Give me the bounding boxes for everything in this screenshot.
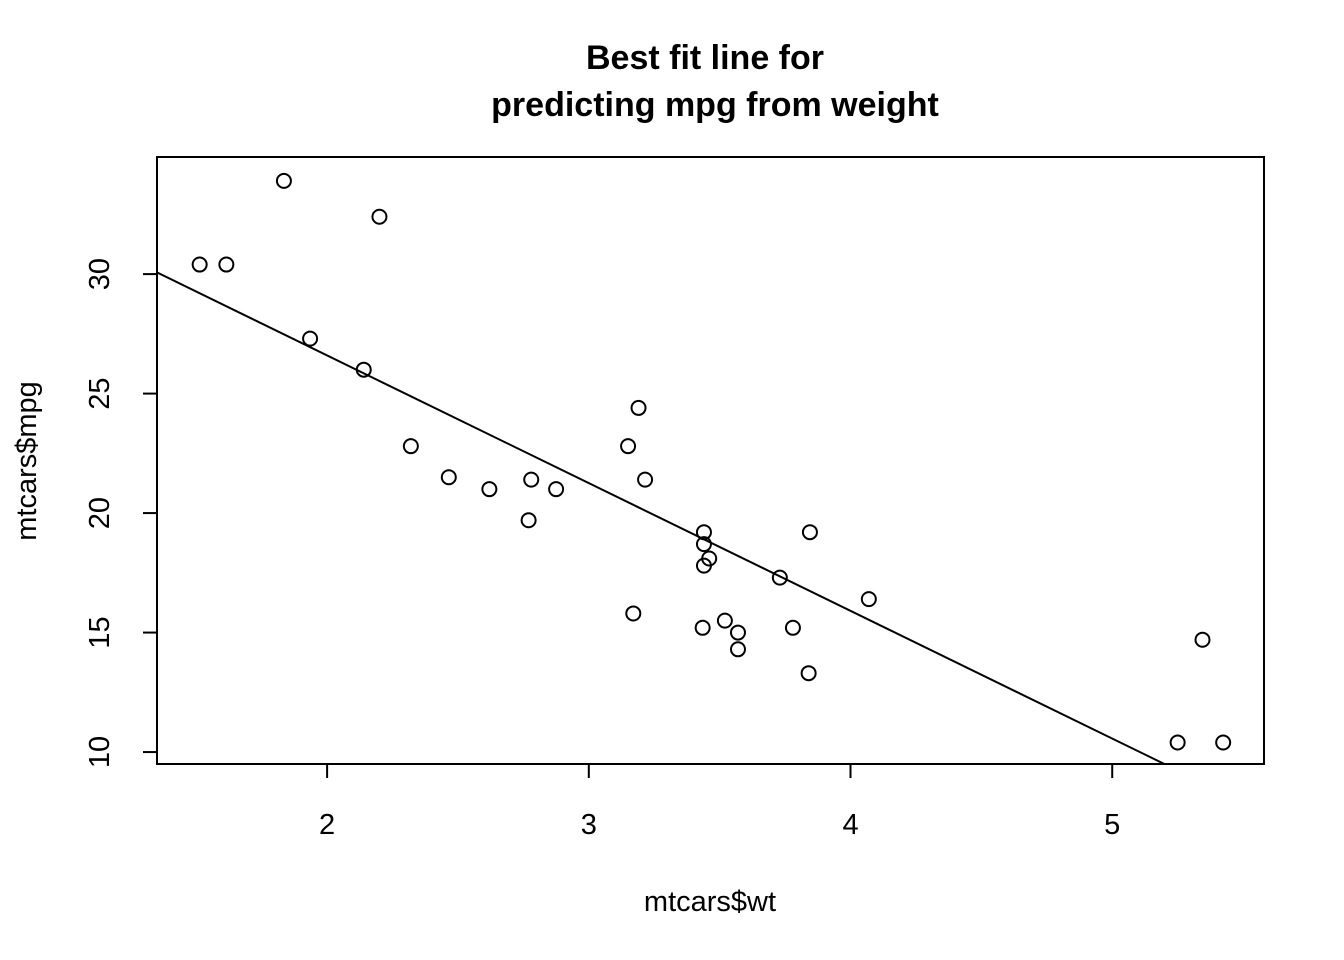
data-point xyxy=(1171,735,1185,749)
data-point xyxy=(357,363,371,377)
data-point xyxy=(522,513,536,527)
x-tick-label: 3 xyxy=(581,809,597,841)
data-point xyxy=(549,482,563,496)
data-point xyxy=(773,571,787,585)
data-point xyxy=(372,210,386,224)
data-point xyxy=(638,473,652,487)
data-point xyxy=(718,614,732,628)
data-point xyxy=(524,473,538,487)
data-point xyxy=(482,482,496,496)
plot-frame xyxy=(157,157,1264,764)
y-axis-label: mtcars$mpg xyxy=(11,381,43,541)
chart-title-line-2: predicting mpg from weight xyxy=(491,86,939,124)
chart-title-line-1: Best fit line for xyxy=(586,39,824,77)
x-axis-label: mtcars$wt xyxy=(644,886,776,918)
y-tick-label: 10 xyxy=(84,736,116,768)
data-point xyxy=(803,525,817,539)
data-point xyxy=(277,174,291,188)
x-tick-label: 5 xyxy=(1104,809,1120,841)
data-point xyxy=(442,470,456,484)
data-point xyxy=(696,621,710,635)
y-tick-label: 20 xyxy=(84,497,116,529)
data-point xyxy=(731,626,745,640)
data-point xyxy=(1196,633,1210,647)
data-point xyxy=(626,606,640,620)
data-point xyxy=(862,592,876,606)
y-tick-label: 25 xyxy=(84,377,116,409)
data-point xyxy=(1216,735,1230,749)
data-point xyxy=(404,439,418,453)
data-point xyxy=(632,401,646,415)
y-tick-label: 15 xyxy=(84,616,116,648)
data-point xyxy=(731,642,745,656)
data-point xyxy=(786,621,800,635)
data-point xyxy=(219,258,233,272)
points-group xyxy=(193,174,1231,750)
x-tick-label: 2 xyxy=(319,809,335,841)
x-tick-label: 4 xyxy=(842,809,858,841)
data-point xyxy=(802,666,816,680)
data-point xyxy=(303,332,317,346)
data-point xyxy=(193,258,207,272)
data-point xyxy=(621,439,635,453)
y-axis: 10 15 20 25 30 xyxy=(84,258,157,768)
x-axis: 2 3 4 5 xyxy=(319,764,1120,841)
y-tick-label: 30 xyxy=(84,258,116,290)
